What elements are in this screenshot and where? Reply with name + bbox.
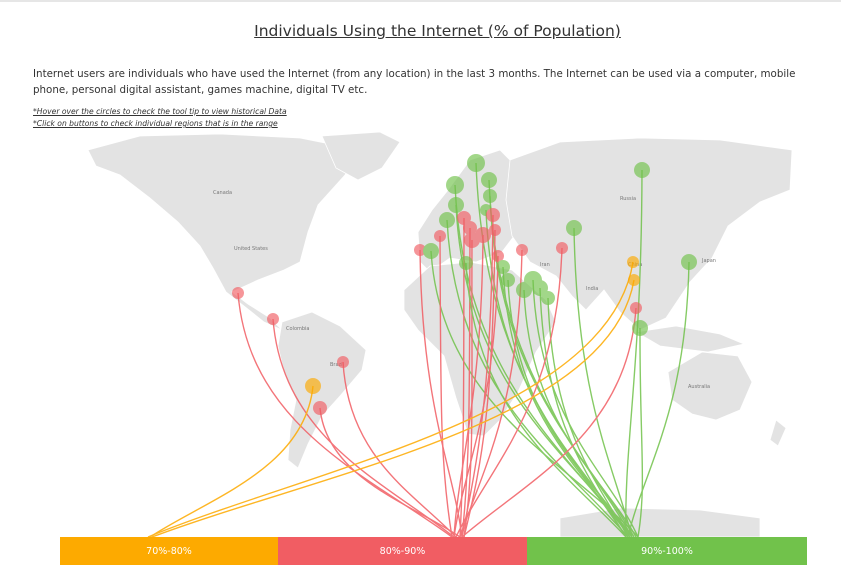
flow-line	[455, 247, 563, 538]
label-united-states: United States	[234, 246, 268, 252]
country-marker[interactable]	[496, 260, 510, 274]
flow-line	[459, 249, 523, 538]
country-marker[interactable]	[434, 230, 446, 242]
north-america-land	[87, 133, 361, 331]
flow-line	[151, 279, 635, 538]
country-marker[interactable]	[532, 280, 548, 296]
flow-line	[149, 385, 314, 538]
country-marker[interactable]	[313, 401, 327, 415]
range-80-90-button[interactable]: 80%-90%	[278, 537, 527, 565]
country-marker[interactable]	[459, 256, 473, 270]
country-marker[interactable]	[337, 356, 349, 368]
greenland-land	[321, 131, 401, 181]
page-title: Individuals Using the Internet (% of Pop…	[254, 22, 621, 40]
click-instruction: *Click on buttons to check individual re…	[33, 119, 278, 128]
country-marker[interactable]	[556, 242, 568, 254]
country-marker[interactable]	[492, 250, 504, 262]
flow-line	[625, 169, 643, 538]
country-marker[interactable]	[448, 197, 464, 213]
flow-line	[465, 262, 627, 538]
southeast-asia-islands	[634, 325, 746, 353]
country-marker[interactable]	[541, 291, 555, 305]
new-zealand-land	[769, 419, 787, 447]
flow-line	[523, 289, 637, 538]
country-marker[interactable]	[423, 243, 439, 259]
country-marker[interactable]	[630, 302, 642, 314]
flow-line	[319, 407, 461, 538]
range-90-100-button[interactable]: 90%-100%	[527, 537, 807, 565]
country-marker[interactable]	[446, 176, 464, 194]
flow-line	[439, 235, 453, 538]
country-marker[interactable]	[267, 313, 279, 325]
country-marker[interactable]	[475, 227, 491, 243]
country-marker[interactable]	[463, 221, 477, 235]
top-border	[0, 0, 841, 2]
label-brazil: Brazil	[330, 362, 344, 368]
country-marker[interactable]	[439, 212, 455, 228]
label-india: India	[586, 286, 598, 292]
country-marker[interactable]	[481, 172, 497, 188]
australia-land	[667, 351, 753, 421]
flow-line	[237, 292, 453, 538]
asia-land	[505, 137, 793, 331]
country-marker[interactable]	[483, 189, 497, 203]
antarctica-land	[559, 507, 761, 538]
flow-line	[461, 227, 471, 538]
label-australia: Australia	[688, 384, 710, 390]
country-marker[interactable]	[467, 154, 485, 172]
flow-line	[547, 297, 629, 538]
hover-instruction: *Hover over the circles to check the too…	[33, 107, 287, 116]
flow-line	[461, 307, 637, 538]
label-russia: Russia	[620, 196, 636, 202]
page-description: Internet users are individuals who have …	[33, 68, 796, 96]
country-marker[interactable]	[305, 378, 321, 394]
flow-line	[446, 219, 629, 538]
label-colombia: Colombia	[286, 326, 310, 332]
flow-line	[453, 255, 499, 538]
country-marker[interactable]	[681, 254, 697, 270]
flow-line	[147, 261, 634, 538]
flow-line	[637, 327, 644, 538]
flow-line	[419, 249, 463, 538]
label-japan: Japan	[701, 258, 716, 264]
flow-line	[342, 361, 457, 538]
country-marker[interactable]	[414, 244, 426, 256]
label-canada: Canada	[213, 190, 232, 196]
country-marker[interactable]	[566, 220, 582, 236]
country-marker[interactable]	[516, 244, 528, 256]
flow-line	[453, 234, 484, 538]
country-marker[interactable]	[627, 256, 639, 268]
flow-line	[459, 217, 465, 538]
country-marker[interactable]	[632, 320, 648, 336]
south-america-land	[277, 311, 367, 469]
country-marker[interactable]	[628, 274, 640, 286]
country-marker[interactable]	[486, 208, 500, 222]
flow-line	[539, 287, 627, 538]
country-marker[interactable]	[232, 287, 244, 299]
range-70-80-button[interactable]: 70%-80%	[60, 537, 278, 565]
label-iran: Iran	[540, 262, 550, 268]
country-marker[interactable]	[634, 162, 650, 178]
country-marker[interactable]	[501, 273, 515, 287]
flow-line	[627, 261, 690, 538]
country-marker[interactable]	[489, 224, 501, 236]
